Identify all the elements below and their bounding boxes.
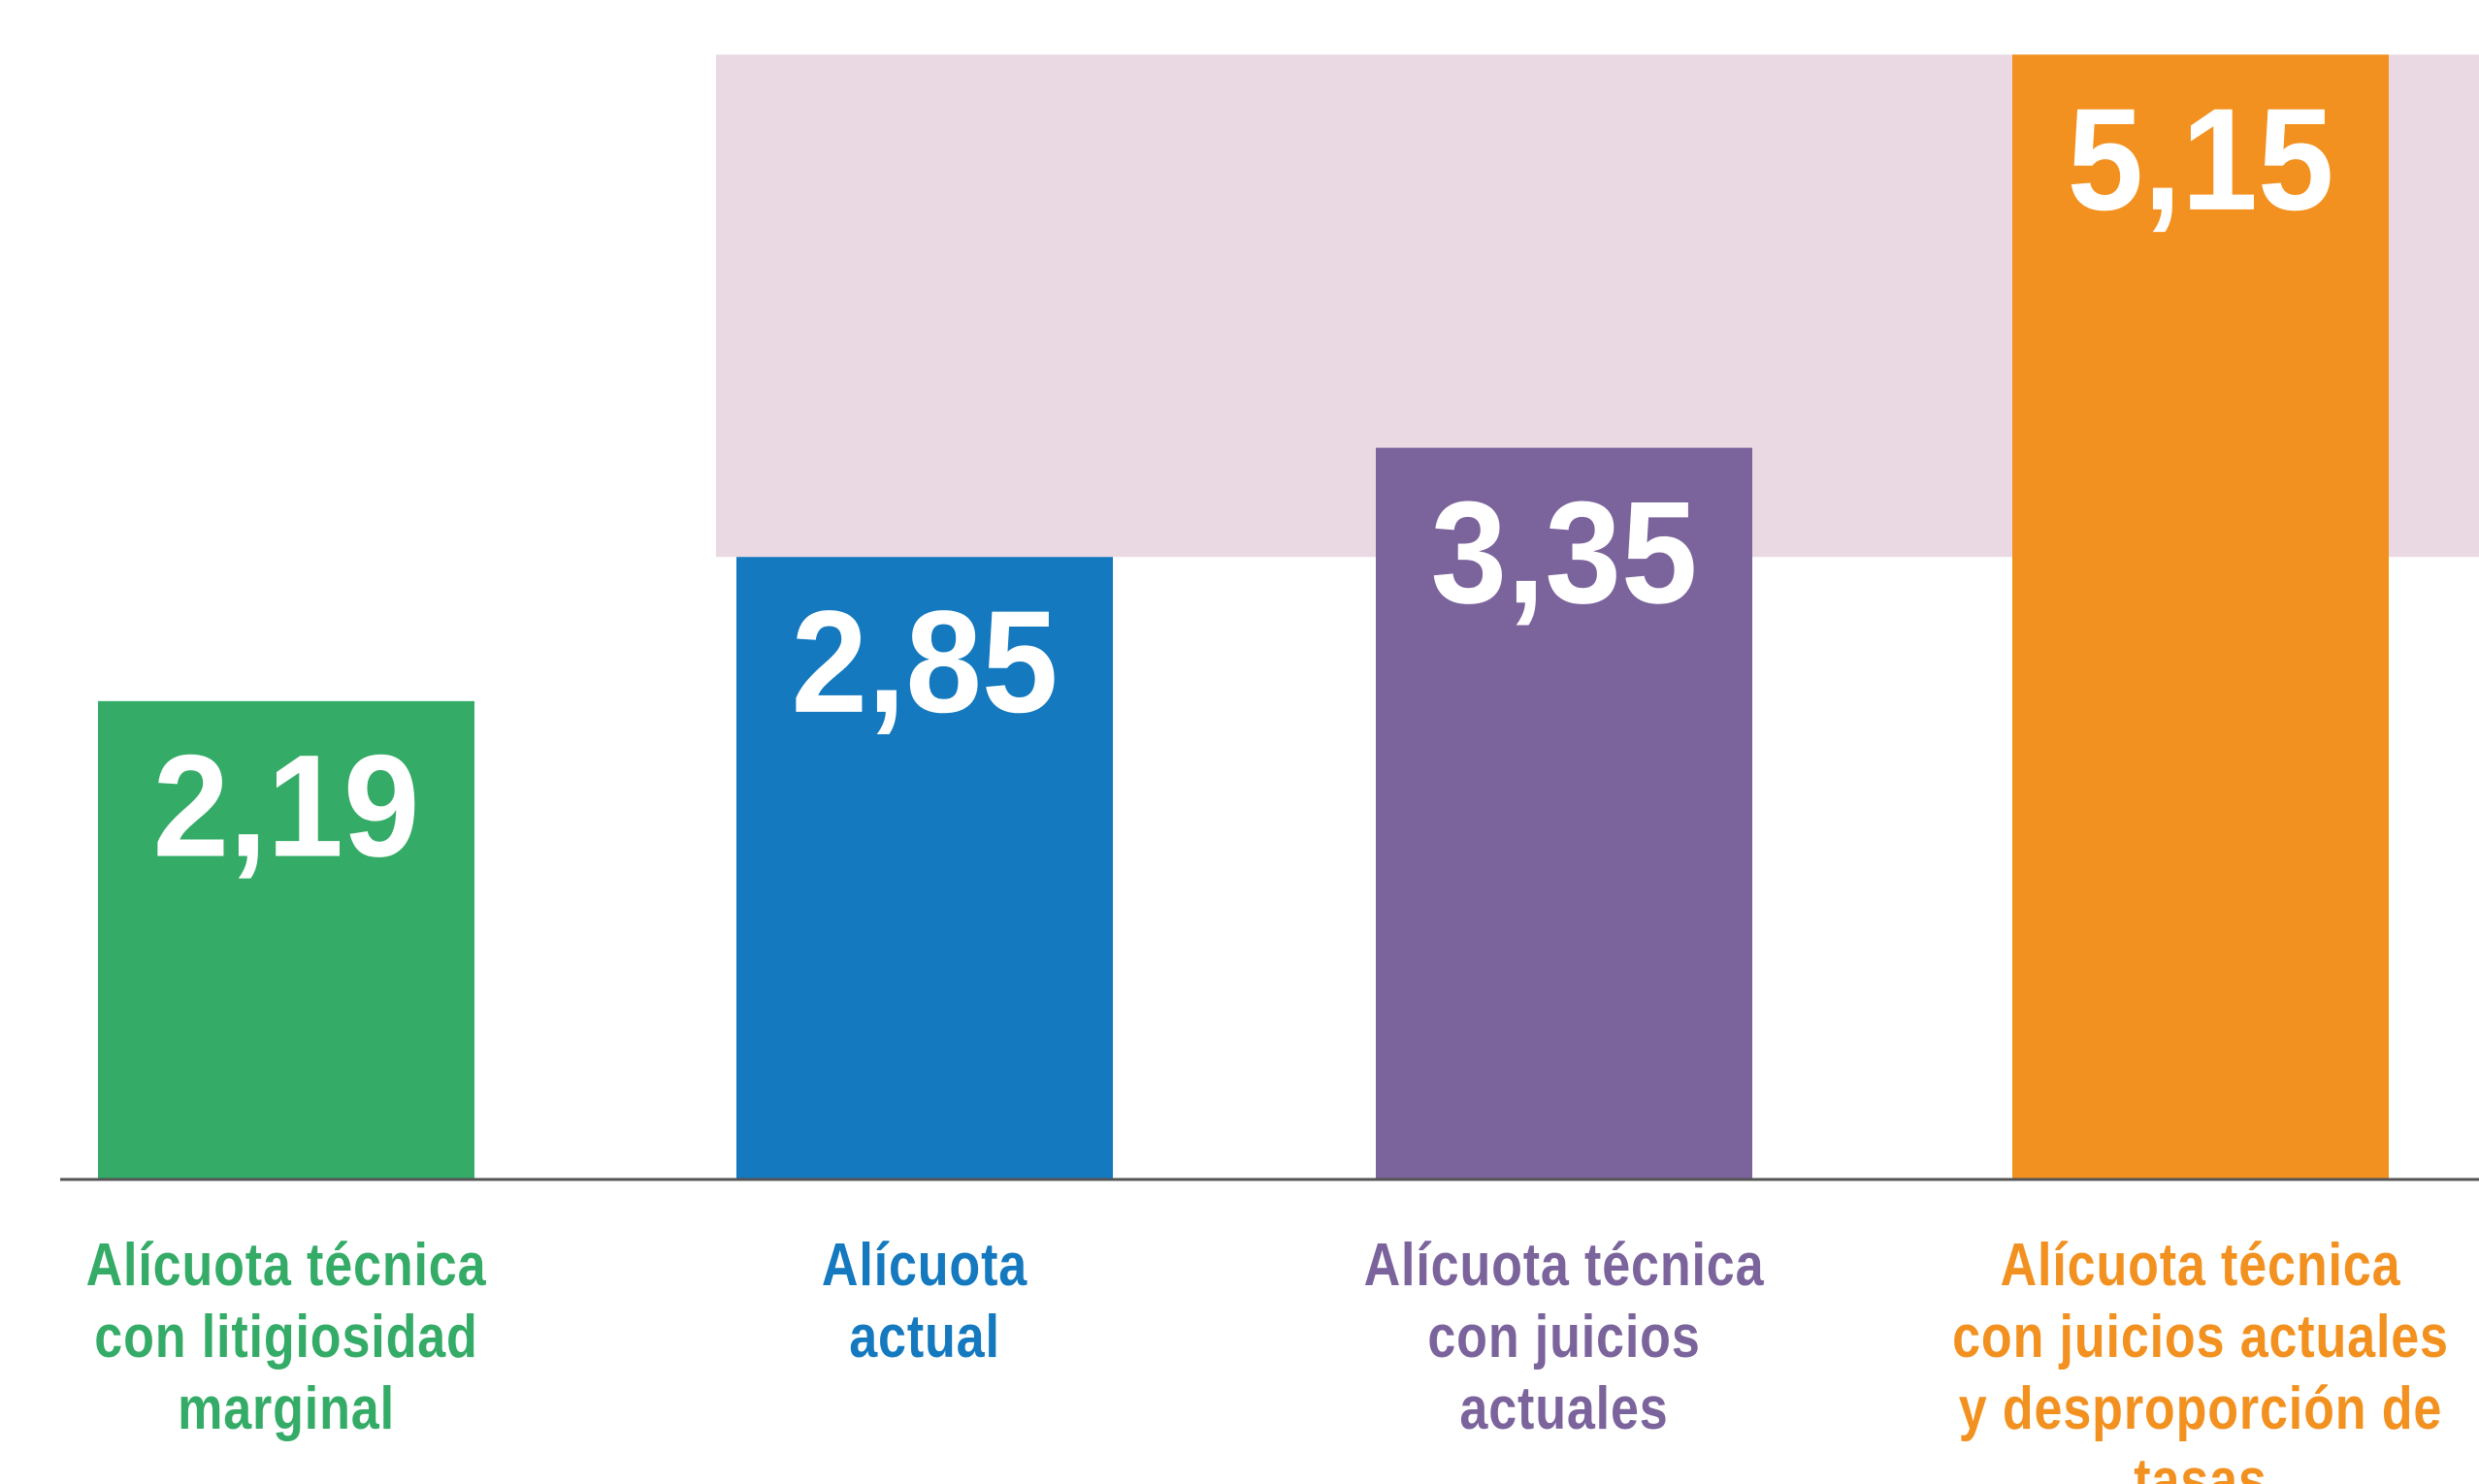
category-label: Alícuota técnica con juicios actuales y … <box>1952 1232 2449 1484</box>
value-label: 2,19 <box>153 724 420 887</box>
category-label: Alícuota técnica con litigiosidad margin… <box>85 1232 487 1442</box>
value-label: 5,15 <box>2068 78 2334 241</box>
bar <box>98 700 474 1179</box>
category-label: Alícuota actual <box>821 1232 1028 1371</box>
category-label: Alícuota técnica con juicios actuales <box>1363 1232 1765 1442</box>
bar <box>1376 447 1752 1179</box>
bar <box>736 557 1113 1179</box>
value-label: 2,85 <box>792 580 1059 743</box>
value-label: 3,35 <box>1431 470 1698 633</box>
bar <box>2012 54 2389 1180</box>
